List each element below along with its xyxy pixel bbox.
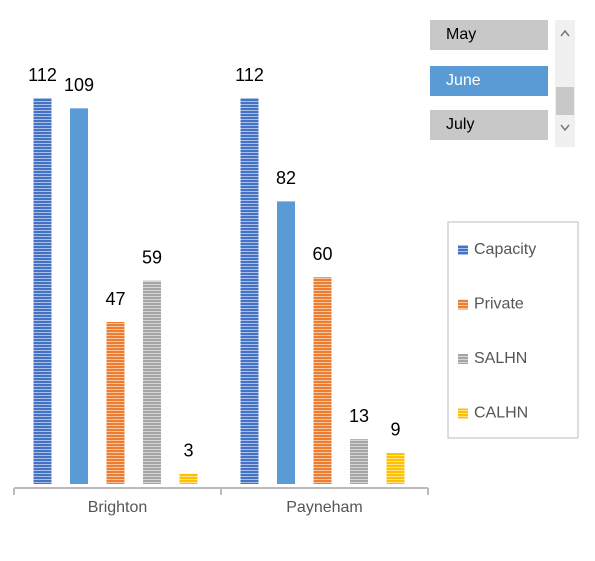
legend-label: Private — [474, 296, 524, 313]
data-label: 109 — [64, 75, 94, 95]
slicer-item[interactable] — [430, 66, 548, 96]
data-label: 3 — [183, 440, 193, 460]
data-label: 13 — [349, 406, 369, 426]
slicer-item-label[interactable]: May — [446, 26, 476, 43]
scroll-up[interactable] — [560, 29, 570, 37]
slicer-scrollbar[interactable] — [555, 20, 575, 147]
bar — [70, 108, 88, 484]
legend-label: Capacity — [474, 241, 536, 258]
bar — [350, 439, 368, 484]
slicer-item-label[interactable]: June — [446, 72, 481, 89]
bar — [386, 452, 405, 484]
bar — [313, 277, 332, 484]
data-label: 9 — [390, 420, 400, 440]
data-label: 59 — [142, 247, 162, 267]
data-label: 112 — [235, 65, 264, 85]
bar — [33, 98, 52, 484]
legend-marker — [458, 299, 468, 310]
bar — [277, 201, 295, 484]
bar — [179, 473, 198, 484]
legend-label: SALHN — [474, 350, 527, 367]
slicer-item[interactable] — [430, 110, 548, 140]
legend-box — [447, 221, 579, 439]
bar — [240, 98, 259, 484]
legend-label: CALHN — [474, 405, 528, 422]
slicer-item-label[interactable]: July — [446, 116, 474, 133]
data-label: 112 — [28, 65, 57, 85]
legend-marker — [458, 354, 468, 364]
data-label: 47 — [105, 289, 125, 309]
data-label: 82 — [276, 168, 296, 188]
scroll-down[interactable] — [560, 124, 570, 132]
x-tick-label: Payneham — [286, 499, 363, 516]
x-tick-label: Brighton — [88, 499, 148, 516]
data-label: 60 — [312, 244, 332, 264]
bar — [143, 280, 161, 484]
scroll-thumb[interactable] — [556, 87, 574, 115]
bar — [106, 322, 125, 484]
legend-marker — [458, 245, 468, 255]
slicer-item[interactable] — [430, 20, 548, 50]
legend-marker — [458, 408, 468, 419]
